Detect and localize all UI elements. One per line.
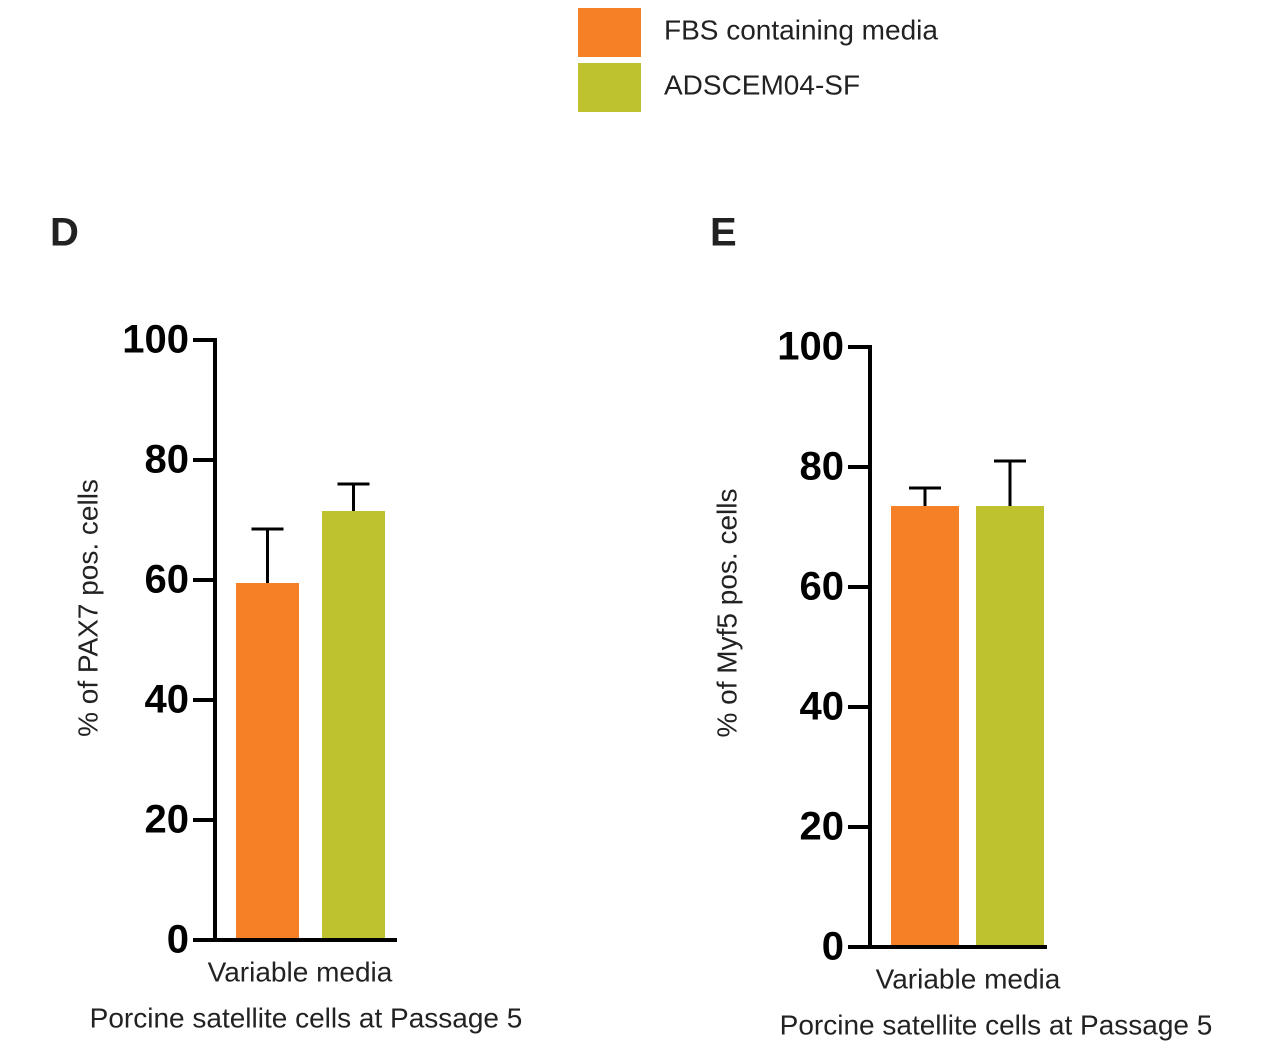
panel-label: D — [50, 211, 79, 255]
y-tick-label: 60 — [800, 565, 845, 609]
x-axis-label: Porcine satellite cells at Passage 5 — [780, 1009, 1213, 1040]
bar — [891, 506, 959, 945]
y-tick-label: 80 — [800, 445, 845, 489]
legend-label: ADSCEM04-SF — [664, 69, 860, 100]
bar — [236, 583, 299, 938]
y-tick-label: 60 — [145, 558, 190, 602]
y-tick-label: 80 — [145, 438, 190, 482]
y-tick-label: 100 — [777, 325, 844, 369]
panel-label: E — [710, 211, 737, 255]
y-tick-label: 40 — [800, 685, 845, 729]
legend-label: FBS containing media — [664, 14, 938, 45]
x-tick-label: Variable media — [208, 956, 393, 987]
y-tick-label: 100 — [122, 318, 189, 362]
legend-swatch — [578, 63, 641, 112]
x-axis-label: Porcine satellite cells at Passage 5 — [90, 1002, 523, 1033]
bar — [322, 511, 385, 938]
x-tick-label: Variable media — [876, 963, 1061, 994]
y-tick-label: 0 — [822, 925, 844, 969]
y-axis-label: % of PAX7 pos. cells — [72, 479, 103, 737]
y-axis-label: % of Myf5 pos. cells — [711, 489, 742, 738]
y-tick-label: 20 — [145, 798, 190, 842]
y-tick-label: 20 — [800, 805, 845, 849]
bar — [976, 506, 1044, 945]
y-tick-label: 0 — [167, 918, 189, 962]
y-tick-label: 40 — [145, 678, 190, 722]
legend-swatch — [578, 8, 641, 57]
